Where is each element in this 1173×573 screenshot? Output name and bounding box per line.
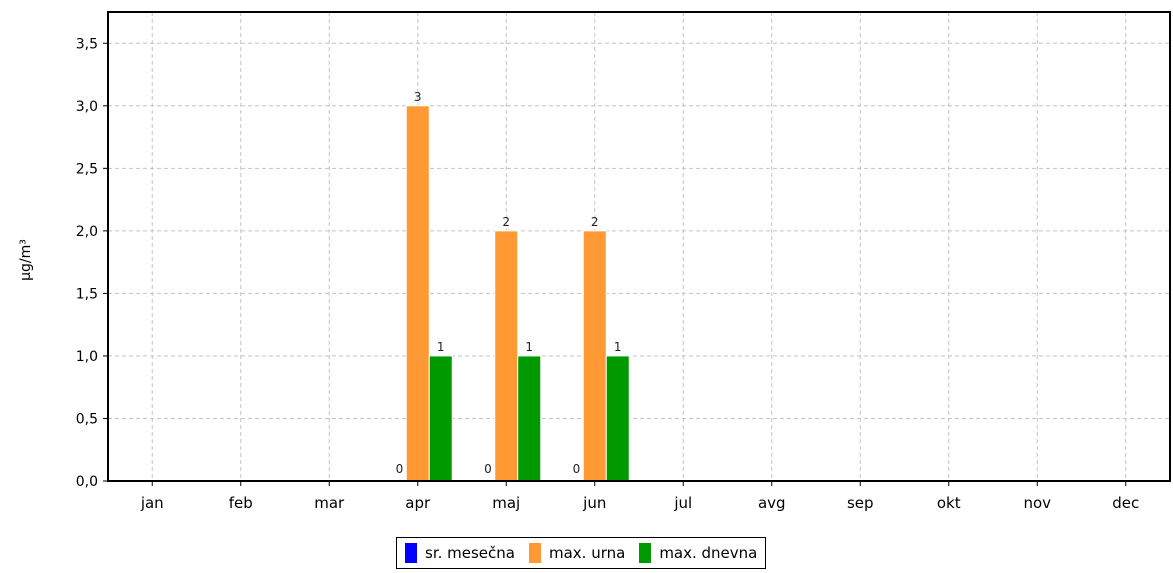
x-tick-label: feb xyxy=(229,494,253,512)
x-tick-label: maj xyxy=(492,494,520,512)
y-tick-label: 1,5 xyxy=(76,286,98,302)
y-tick-label: 2,5 xyxy=(76,161,98,177)
legend-label: sr. mesečna xyxy=(425,544,515,562)
legend-item-max-dnevna: max. dnevna xyxy=(639,543,757,563)
bar xyxy=(405,105,430,482)
plot-area xyxy=(108,12,1170,481)
legend-swatch-max-dnevna xyxy=(639,543,652,563)
x-tick-label: jan xyxy=(140,494,164,512)
data-label: 3 xyxy=(414,90,422,104)
x-tick-label: jul xyxy=(673,494,692,512)
x-tick-label: avg xyxy=(758,494,786,512)
y-axis-label: µg/m³ xyxy=(16,210,36,310)
legend-label: max. urna xyxy=(548,544,626,562)
data-label: 1 xyxy=(437,340,445,354)
x-tick-label: jun xyxy=(582,494,606,512)
y-tick-label: 3,0 xyxy=(76,99,98,115)
data-label: 0 xyxy=(484,462,492,476)
y-tick-label: 0,5 xyxy=(76,411,98,427)
x-tick-label: sep xyxy=(847,494,874,512)
data-label: 0 xyxy=(396,462,404,476)
bar xyxy=(494,230,519,482)
legend: sr. mesečna max. urna max. dnevna xyxy=(396,537,767,569)
data-label: 1 xyxy=(614,340,622,354)
bar xyxy=(605,355,630,482)
bar xyxy=(428,355,453,482)
x-tick-label: okt xyxy=(937,494,961,512)
y-tick-label: 2,0 xyxy=(76,224,98,240)
x-tick-label: mar xyxy=(314,494,345,512)
bar xyxy=(517,355,542,482)
legend-label: max. dnevna xyxy=(659,544,758,562)
plot-frame xyxy=(107,11,1171,482)
data-label: 2 xyxy=(591,215,599,229)
data-label: 1 xyxy=(525,340,533,354)
legend-item-max-urna: max. urna xyxy=(528,543,626,563)
x-tick-label: dec xyxy=(1112,494,1139,512)
y-tick-label: 0,0 xyxy=(76,474,98,490)
y-tick-label: 3,5 xyxy=(76,36,98,52)
bar xyxy=(582,230,607,482)
legend-swatch-max-urna xyxy=(528,543,541,563)
data-label: 2 xyxy=(502,215,510,229)
y-axis-label-text: µg/m³ xyxy=(18,239,34,281)
x-tick-label: apr xyxy=(405,494,431,512)
legend-item-sr-mesecna: sr. mesečna xyxy=(405,543,515,563)
data-label: 0 xyxy=(573,462,581,476)
legend-swatch-sr-mesecna xyxy=(405,543,417,563)
y-tick-label: 1,0 xyxy=(76,349,98,365)
x-tick-label: nov xyxy=(1023,494,1051,512)
